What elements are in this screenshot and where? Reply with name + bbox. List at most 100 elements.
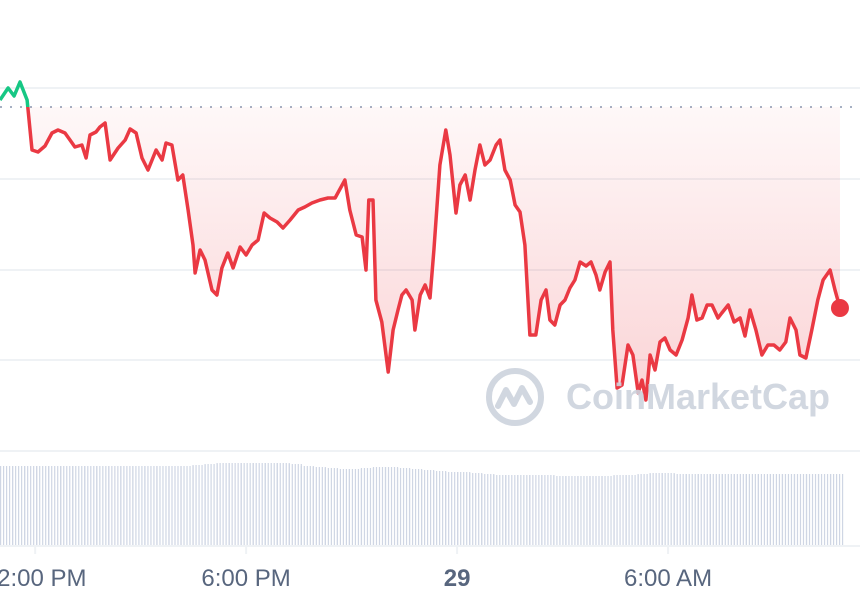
volume-bar [207,464,209,545]
volume-bar [225,463,227,545]
volume-bar [252,463,254,545]
volume-bar [375,467,378,545]
volume-bar [405,468,408,545]
volume-bar [745,474,747,545]
volume-bar [673,474,675,545]
volume-bar [514,475,516,545]
volume-bar [393,467,396,545]
volume-bar [144,466,146,545]
volume-bar [838,474,841,545]
volume-bar [778,474,781,545]
volume-bar [712,474,714,545]
volume-bar [372,467,375,545]
volume-bar [114,466,116,545]
volume-bar [664,473,666,545]
volume-bar [772,474,775,545]
volume-bar [63,466,65,545]
volume-bar [354,469,357,545]
volume-bar [180,466,182,545]
volume-bar [685,474,687,545]
volume-bar [493,475,495,545]
volume-bar [33,466,35,545]
volume-bar [808,474,811,545]
volume-bar [760,474,762,545]
volume-bar [237,463,239,545]
volume-bar [21,466,23,545]
volume-bar [751,474,753,545]
volume-bar [396,468,399,545]
volume-bar [427,470,429,545]
volume-bar [174,466,176,545]
volume-bar [523,475,525,545]
volume-bar [228,463,230,545]
volume-bar [628,475,630,545]
volume-bar [222,463,224,545]
volume-bar [90,466,92,545]
volume-bar [258,463,260,545]
volume-bar [402,468,405,545]
volume-bar [381,467,384,545]
volume-bar [529,475,531,545]
volume-bar [72,466,74,545]
volume-bar [411,469,414,545]
last-price-dot[interactable] [830,299,849,317]
volume-bar [408,469,411,545]
volume-bar [93,466,95,545]
volume-bar [303,466,305,545]
volume-bar [556,476,558,545]
x-axis-ticks [34,546,670,554]
volume-bar [661,473,663,545]
volume-bar [670,473,672,545]
volume-bar [496,475,498,545]
volume-bar [490,474,492,545]
volume-bar [547,475,549,545]
volume-bar [366,468,369,545]
volume-bar [414,469,417,545]
volume-bar [574,476,576,545]
volume-bar [811,474,814,545]
volume-bar [610,476,612,545]
volume-bar [267,463,269,545]
volume-bar [505,475,507,545]
volume-bar [649,473,651,545]
volume-bar [727,474,729,545]
volume-bar [273,463,275,545]
volume-bar [730,474,732,545]
volume-bar [51,466,53,545]
volume-bar [583,476,585,545]
volume-bar [706,474,708,545]
volume-bar [102,466,104,545]
volume-bar [775,474,778,545]
volume-bar [309,466,311,545]
volume-bar [634,475,636,545]
volume-bar [481,474,483,545]
volume-bar [676,474,678,545]
coinmarketcap-logo-icon [486,368,544,426]
volume-bar [703,474,705,545]
volume-bar [721,474,723,545]
volume-bar [421,470,423,545]
volume-bar [384,467,387,545]
volume-bar [162,466,164,545]
volume-bar [814,474,817,545]
volume-bar [799,474,802,545]
volume-bar [433,471,435,545]
volume-bar [333,468,335,545]
volume-bar [12,466,14,545]
volume-bar [171,466,173,545]
volume-bar [592,476,594,545]
volume-bar [324,468,326,545]
volume-bar [294,464,296,545]
volume-bar [784,474,787,545]
volume-bar [769,474,772,545]
volume-bar [111,466,113,545]
volume-bar [348,469,351,545]
volume-bar [766,474,768,545]
volume-bar [619,475,621,545]
volume-bar [697,474,699,545]
volume-bar [502,475,504,545]
volume-bar [484,474,486,545]
volume-bar [189,466,191,545]
volume-bar [87,466,89,545]
volume-bar [613,475,615,545]
